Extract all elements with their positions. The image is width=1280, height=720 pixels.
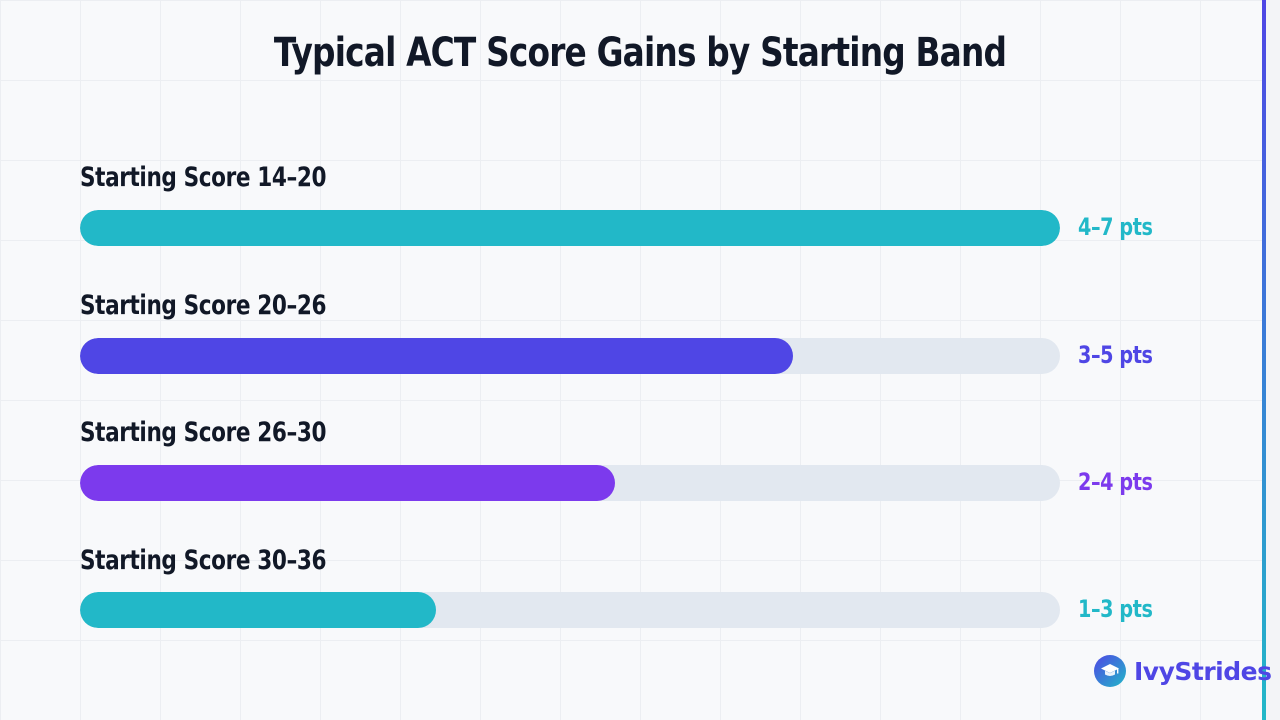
chart-title: Typical ACT Score Gains by Starting Band xyxy=(273,30,1007,76)
bar xyxy=(80,210,1060,246)
bar xyxy=(80,592,436,628)
bar-track xyxy=(80,592,1060,628)
category-label: Starting Score 30–36 xyxy=(80,545,327,576)
data-label: 1–3 pts xyxy=(1078,595,1153,623)
category-label: Starting Score 20–26 xyxy=(80,290,327,321)
data-label: 3–5 pts xyxy=(1078,341,1153,369)
bar-track xyxy=(80,465,1060,501)
brand-name: IvyStrides xyxy=(1134,656,1272,686)
data-label: 2–4 pts xyxy=(1078,468,1153,496)
bar xyxy=(80,465,615,501)
data-label: 4–7 pts xyxy=(1078,213,1153,241)
edge-accent-bar xyxy=(1262,0,1266,720)
graduation-cap-icon xyxy=(1094,655,1126,687)
category-label: Starting Score 14–20 xyxy=(80,162,327,193)
bar-track xyxy=(80,210,1060,246)
bar-track xyxy=(80,338,1060,374)
category-label: Starting Score 26–30 xyxy=(80,417,327,448)
bar xyxy=(80,338,793,374)
brand-logo: IvyStrides xyxy=(1094,654,1272,688)
edge-shade xyxy=(1266,0,1280,720)
